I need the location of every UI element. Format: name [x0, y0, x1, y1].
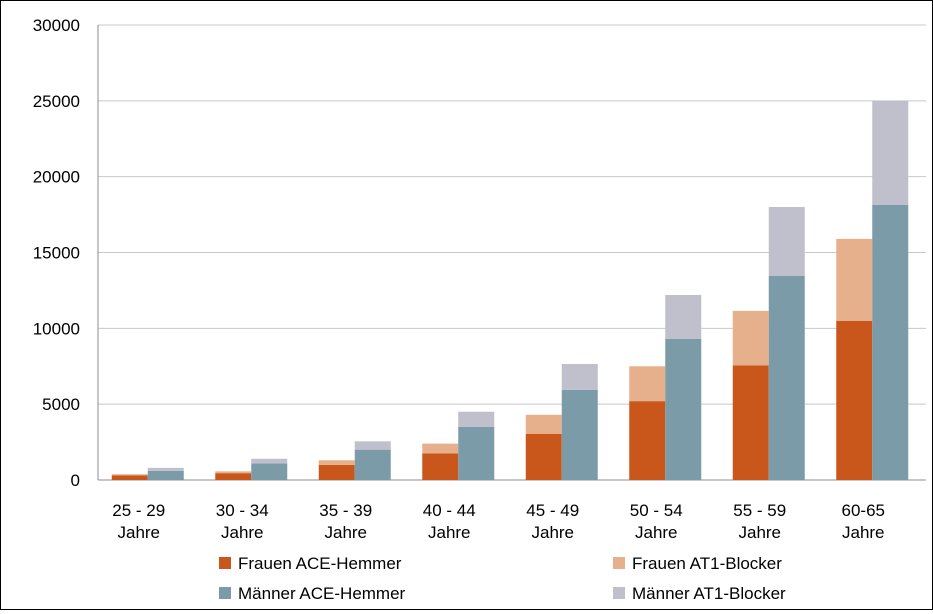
x-tick-label: Jahre — [842, 523, 885, 542]
legend-label: Frauen AT1-Blocker — [632, 554, 782, 573]
bar-segment — [111, 474, 148, 476]
x-axis: 25 - 29 Jahre 30 - 34 Jahre 35 - 39 Jahre 40 -… — [112, 501, 885, 542]
bar-segment — [561, 363, 598, 390]
bar-segment — [629, 401, 666, 480]
legend: Frauen ACE-Hemmer Frauen AT1-Blocker Männe… — [219, 554, 786, 603]
bar-segment — [318, 460, 355, 465]
y-axis: 0 5000 10000 15000 20000 25000 30000 — [33, 16, 99, 490]
bar-segment — [354, 441, 391, 450]
bar-segment — [872, 204, 909, 480]
bar-segment — [525, 414, 562, 434]
x-tick-label: Jahre — [324, 523, 367, 542]
bar-segment — [251, 458, 288, 464]
bar-segment — [561, 389, 598, 480]
bar-segment — [732, 365, 769, 480]
legend-label: Männer ACE-Hemmer — [238, 584, 406, 603]
bar-segment — [836, 320, 873, 480]
x-tick-label: Jahre — [635, 523, 678, 542]
x-tick-label: 30 - 34 — [216, 501, 269, 520]
y-tick-label: 30000 — [33, 16, 80, 35]
bar-segment — [458, 411, 495, 427]
bar-segment — [629, 366, 666, 402]
legend-swatch — [219, 587, 231, 599]
x-tick-label: Jahre — [531, 523, 574, 542]
y-tick-label: 15000 — [33, 244, 80, 263]
bar-segment — [147, 467, 184, 471]
bar-segment — [354, 449, 391, 480]
y-tick-label: 25000 — [33, 92, 80, 111]
x-tick-label: 50 - 54 — [630, 501, 683, 520]
x-tick-label: Jahre — [117, 523, 160, 542]
y-tick-label: 10000 — [33, 319, 80, 338]
y-tick-label: 20000 — [33, 168, 80, 187]
bar-segment — [215, 471, 252, 474]
bar-segment — [147, 470, 184, 480]
bar-segment — [525, 433, 562, 480]
x-tick-label: 60-65 — [842, 501, 885, 520]
bar-segment — [111, 475, 148, 480]
bar-segment — [768, 276, 805, 480]
legend-label: Männer AT1-Blocker — [632, 584, 786, 603]
legend-swatch — [613, 557, 625, 569]
x-tick-label: 45 - 49 — [526, 501, 579, 520]
x-tick-label: 25 - 29 — [112, 501, 165, 520]
legend-swatch — [219, 557, 231, 569]
bar-segment — [665, 294, 702, 339]
bar-segment — [768, 207, 805, 277]
bar-segment — [732, 310, 769, 366]
bar-segment — [665, 338, 702, 480]
bar-segment — [872, 100, 909, 205]
x-tick-label: 55 - 59 — [733, 501, 786, 520]
bar-segment — [251, 463, 288, 480]
x-tick-label: 35 - 39 — [319, 501, 372, 520]
legend-label: Frauen ACE-Hemmer — [238, 554, 402, 573]
bar-segment — [422, 453, 459, 480]
gridlines — [98, 24, 926, 481]
x-tick-label: Jahre — [428, 523, 471, 542]
x-tick-label: 40 - 44 — [423, 501, 476, 520]
bar-segment — [836, 238, 873, 321]
bar-segment — [458, 426, 495, 480]
bar-segment — [215, 473, 252, 480]
bars — [111, 100, 909, 480]
x-tick-label: Jahre — [221, 523, 264, 542]
bar-segment — [318, 464, 355, 480]
y-tick-label: 0 — [71, 471, 80, 490]
x-tick-label: Jahre — [738, 523, 781, 542]
bar-segment — [422, 443, 459, 454]
y-tick-label: 5000 — [42, 395, 80, 414]
legend-swatch — [613, 587, 625, 599]
